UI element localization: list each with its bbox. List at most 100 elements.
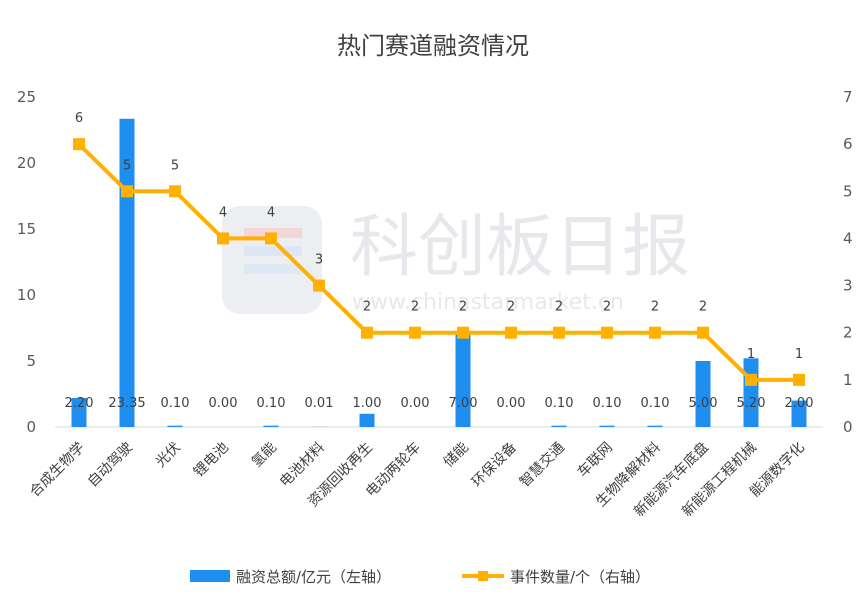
watermark-text: 科创板日报 (350, 208, 690, 287)
category-label: 储能 (441, 440, 472, 471)
right-tick-label: 5 (843, 182, 853, 200)
line-point (265, 232, 277, 245)
line-point (361, 326, 373, 339)
category-label: 光伏 (153, 440, 184, 471)
watermark-url: www.chinastarmarket.cn (352, 290, 624, 315)
watermark-logo-stripe-icon (244, 264, 302, 274)
bar (791, 400, 807, 427)
bar-data-label: 5.00 (689, 396, 718, 411)
line-data-label: 2 (651, 300, 659, 315)
left-tick-label: 10 (17, 286, 36, 304)
bar-data-label: 2.20 (65, 396, 94, 411)
right-tick-label: 2 (843, 324, 853, 342)
left-tick-label: 0 (26, 418, 36, 436)
line-data-label: 4 (219, 205, 227, 220)
bar-data-label: 0.00 (209, 396, 238, 411)
bar-data-label: 0.10 (593, 396, 622, 411)
line-data-label: 5 (123, 158, 131, 173)
line-data-label: 2 (555, 300, 563, 315)
watermark: 科创板日报 www.chinastarmarket.cn (222, 206, 690, 315)
line-data-label: 4 (267, 205, 275, 220)
category-label: 合成生物学 (27, 440, 88, 501)
category-label: 锂电池 (191, 440, 232, 481)
bar (71, 397, 87, 427)
line-point (553, 326, 565, 339)
category-label: 智慧交通 (516, 439, 568, 491)
line-point (745, 373, 757, 386)
line-labels: 6 5 5 4 4 3 2 2 2 2 2 2 2 2 1 1 (75, 111, 803, 362)
left-tick-label: 25 (17, 88, 36, 106)
line-point (457, 326, 469, 339)
right-axis: 0 1 2 3 4 5 6 7 (843, 88, 853, 436)
right-tick-label: 6 (843, 135, 853, 153)
bar-labels: 2.20 23.35 0.10 0.00 0.10 0.01 1.00 0.00 7.00 0.0… (65, 396, 814, 411)
line-point (217, 232, 229, 245)
line-point (649, 326, 661, 339)
right-tick-label: 4 (843, 229, 853, 247)
bar-data-label: 0.10 (161, 396, 190, 411)
line-point (313, 279, 325, 292)
bar (455, 334, 471, 427)
bar-data-label: 1.00 (353, 396, 382, 411)
bar-data-label: 0.00 (497, 396, 526, 411)
bar (743, 358, 759, 427)
category-label: 氢能 (249, 440, 280, 471)
legend-bar-label: 融资总额/亿元（左轴） (236, 568, 391, 586)
left-tick-label: 20 (17, 154, 36, 172)
line-point (121, 185, 133, 198)
chart-title: 热门赛道融资情况 (337, 32, 529, 60)
category-label: 环保设备 (468, 439, 520, 491)
line-data-label: 2 (363, 300, 371, 315)
line-data-label: 2 (411, 300, 419, 315)
bar-data-label: 0.10 (257, 396, 286, 411)
left-tick-label: 15 (17, 220, 36, 238)
line-point (601, 326, 613, 339)
bar (551, 425, 567, 427)
line-series (73, 138, 805, 386)
bar-data-label: 0.10 (641, 396, 670, 411)
line-data-label: 3 (315, 253, 323, 268)
left-axis: 0 5 10 15 20 25 (17, 88, 36, 436)
watermark-logo-stripe-icon (244, 246, 302, 256)
bar-data-label: 7.00 (449, 396, 478, 411)
line-data-label: 2 (507, 300, 515, 315)
line-data-label: 2 (699, 300, 707, 315)
category-label: 自动驾驶 (85, 440, 136, 491)
line-data-label: 1 (747, 347, 755, 362)
line-point (697, 326, 709, 339)
category-label: 车联网 (574, 439, 616, 481)
line-point (409, 326, 421, 339)
line-point (73, 138, 85, 151)
bar-data-label: 0.10 (545, 396, 574, 411)
legend-bar-swatch (190, 570, 230, 582)
bar-data-label: 5.20 (737, 396, 766, 411)
right-tick-label: 1 (843, 371, 853, 389)
legend: 融资总额/亿元（左轴） 事件数量/个（右轴） (190, 568, 650, 586)
right-tick-label: 7 (843, 88, 853, 106)
bar (263, 425, 279, 427)
line-data-label: 2 (459, 300, 467, 315)
bar (359, 413, 375, 427)
line-point (505, 326, 517, 339)
bar (599, 425, 615, 427)
line-point (793, 373, 805, 386)
line-data-label: 6 (75, 111, 83, 126)
line-data-label: 5 (171, 158, 179, 173)
line-data-label: 1 (795, 347, 803, 362)
bar-data-label: 0.01 (305, 396, 334, 411)
watermark-logo-icon (222, 206, 322, 314)
line-point (169, 185, 181, 198)
right-tick-label: 3 (843, 277, 853, 295)
bar-data-label: 0.00 (401, 396, 430, 411)
line-data-label: 2 (603, 300, 611, 315)
series-line (77, 142, 799, 382)
bar (167, 425, 183, 427)
bar-data-label: 2.00 (785, 396, 814, 411)
bar-data-label: 23.35 (108, 396, 145, 411)
bar (695, 361, 711, 427)
bar (647, 425, 663, 427)
legend-line-marker (478, 571, 488, 581)
legend-line-label: 事件数量/个（右轴） (510, 568, 650, 586)
